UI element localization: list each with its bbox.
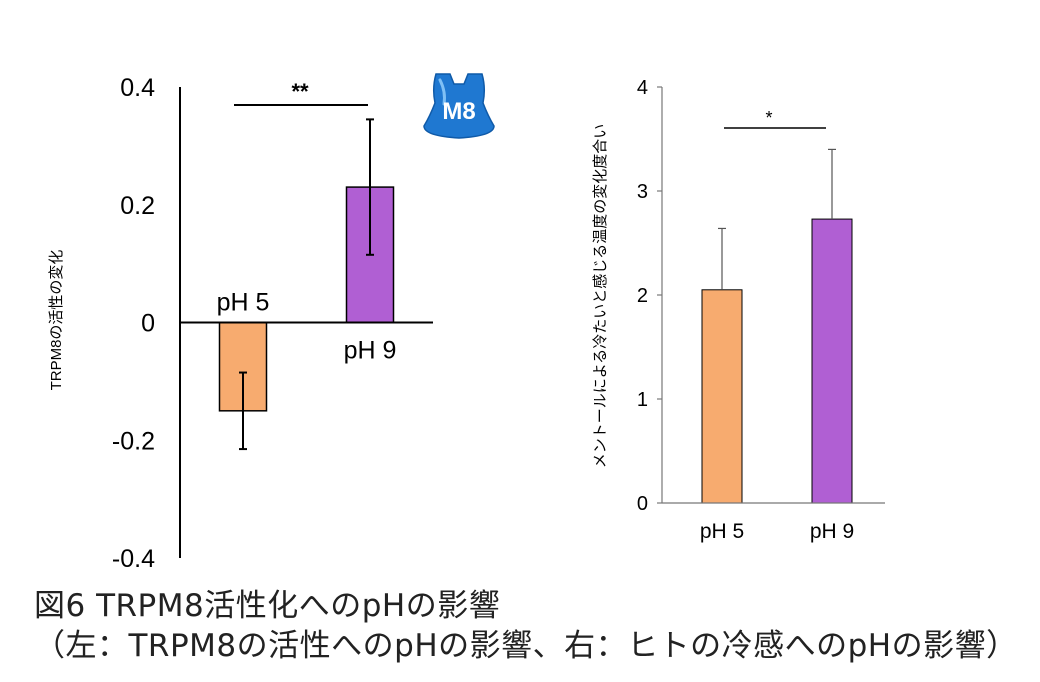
right-bars xyxy=(701,218,853,504)
left-category-label: pH 5 xyxy=(217,289,270,317)
chart-left: 0.40.20-0.2-0.4 pH 5pH 9 ** TRPM8の活性の変化 … xyxy=(48,73,495,573)
right-y-tick-label: 2 xyxy=(637,285,648,307)
right-bar xyxy=(701,289,743,504)
left-y-tick-labels: 0.4 0.2 0 -0.2 -0.4 xyxy=(112,74,155,573)
left-category-labels: pH 5 pH 9 xyxy=(217,289,397,365)
figure-caption-title: 図6 TRPM8活性化へのpHの影響 xyxy=(34,588,501,624)
chart-right: 4 3 2 1 0 pH 5 pH 9 * メントールによる冷たいと感じる温度の変化度合い xyxy=(592,77,885,543)
right-y-tick-label: 3 xyxy=(637,181,648,203)
right-bar xyxy=(811,218,853,504)
right-category-labels: pH 5 pH 9 xyxy=(700,520,854,543)
left-y-tick-label: 0.2 xyxy=(120,192,155,220)
m8-badge-label: M8 xyxy=(442,98,475,125)
right-y-tick-labels: 4 3 2 1 0 xyxy=(637,77,662,515)
left-y-tick-label: -0.2 xyxy=(112,427,155,455)
figure-caption-subtitle: （左：TRPM8の活性へのpHの影響、右：ヒトの冷感へのpHの影響） xyxy=(34,628,1018,664)
right-category-label: pH 5 xyxy=(700,520,744,543)
right-category-label: pH 9 xyxy=(810,520,854,543)
right-y-tick-label: 0 xyxy=(637,493,648,515)
right-significance-label: * xyxy=(765,108,772,128)
right-y-tick-label: 4 xyxy=(637,77,648,99)
left-significance-label: ** xyxy=(291,79,309,104)
right-error-bars xyxy=(718,148,836,290)
left-y-tick-label: -0.4 xyxy=(112,545,155,573)
left-y-tick-label: 0.4 xyxy=(120,74,155,102)
left-y-tick-label: 0 xyxy=(141,310,155,338)
right-y-tick-label: 1 xyxy=(637,389,648,411)
left-error-bars xyxy=(239,118,374,451)
left-category-label: pH 9 xyxy=(344,337,397,365)
right-y-axis-label: メントールによる冷たいと感じる温度の変化度合い xyxy=(592,124,609,469)
left-y-axis-label: TRPM8の活性の変化 xyxy=(48,250,65,391)
m8-channel-icon: M8 xyxy=(423,73,495,139)
